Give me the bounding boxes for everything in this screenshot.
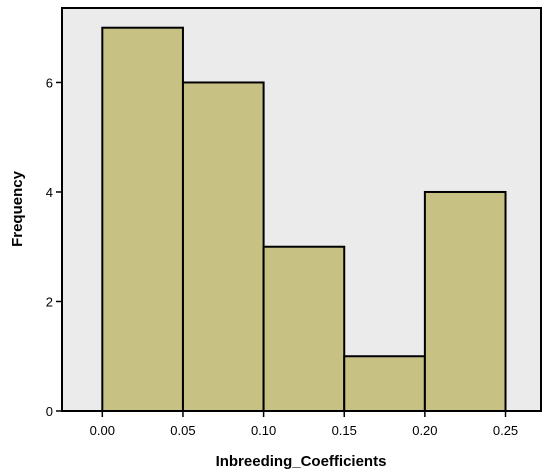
x-axis-title: Inbreeding_Coefficients <box>216 453 387 470</box>
x-tick-label: 0.20 <box>412 423 437 438</box>
y-axis: 0 2 4 6 <box>46 75 62 419</box>
x-tick-label: 0.00 <box>90 423 115 438</box>
histogram-bar-2 <box>262 245 346 412</box>
histogram-bar-4 <box>423 190 507 412</box>
x-tick-label: 0.15 <box>332 423 357 438</box>
x-tick-label: 0.05 <box>170 423 195 438</box>
y-tick-label: 4 <box>46 185 53 200</box>
y-tick-label: 6 <box>46 75 53 90</box>
histogram-bar-3 <box>343 355 426 413</box>
y-tick-label: 2 <box>46 294 53 309</box>
x-tick-label: 0.25 <box>493 423 518 438</box>
y-axis-title: Frequency <box>9 170 26 247</box>
bars <box>101 26 507 413</box>
histogram-bar-1 <box>181 81 265 413</box>
x-axis: 0.00 0.05 0.10 0.15 0.20 0.25 <box>90 411 518 438</box>
x-tick-label: 0.10 <box>251 423 276 438</box>
y-tick-label: 0 <box>46 404 53 419</box>
histogram-bar-0 <box>101 26 184 413</box>
